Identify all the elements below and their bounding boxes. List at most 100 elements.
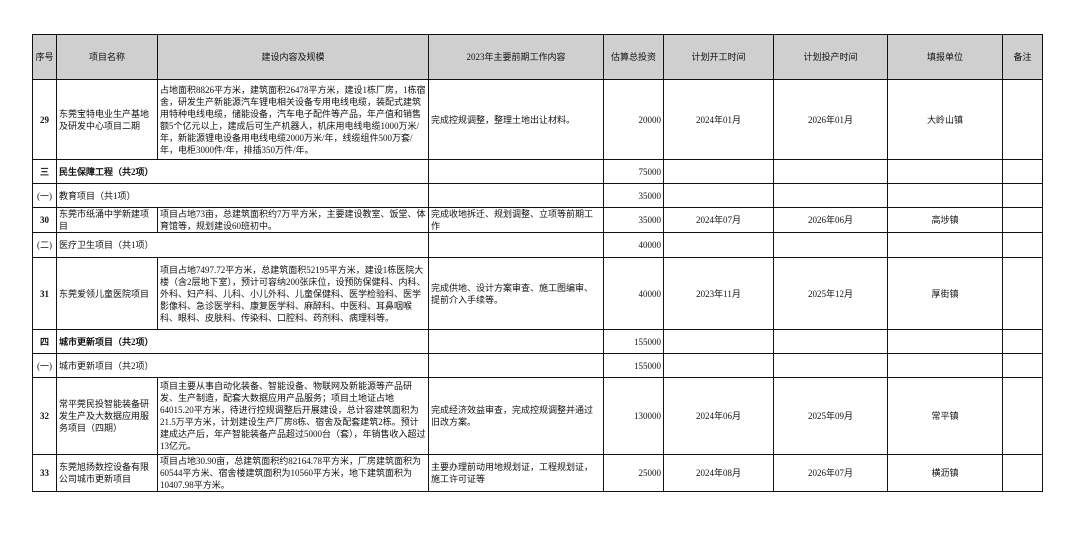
note — [1002, 207, 1043, 233]
table-row: 29 东莞宝特电业生产基地及研发中心项目二期 占地面积8826平方米，建筑面积264… — [32, 79, 1043, 160]
row-number: (一) — [32, 353, 57, 378]
preliminary-work — [428, 159, 604, 184]
category-name: 医疗卫生项目（共1项） — [56, 232, 429, 258]
planned-start: 2024年01月 — [663, 79, 774, 160]
construction-content: 项目占地73亩，总建筑面积约7万平方米，主要建设教室、饭堂、体育馆等，规划建设6… — [157, 207, 429, 233]
project-table: 序号 项目名称 建设内容及规模 2023年主要前期工作内容 估算总投资 计划开工时间 计划投… — [32, 34, 1043, 492]
planned-completion: 2026年01月 — [773, 79, 888, 160]
row-number: 32 — [32, 377, 57, 455]
table-row: 33 东莞旭扬数控设备有限公司城市更新项目 项目占地30.90亩，总建筑面积约821… — [32, 454, 1043, 492]
empty-cell — [663, 232, 774, 258]
preliminary-work — [428, 353, 604, 378]
reporting-unit: 高埗镇 — [887, 207, 1003, 233]
note — [1002, 257, 1043, 330]
row-number: (二) — [32, 232, 57, 258]
project-name: 东莞爱领儿童医院项目 — [56, 257, 158, 330]
row-number: 31 — [32, 257, 57, 330]
note — [1002, 79, 1043, 160]
total-investment: 40000 — [603, 257, 664, 330]
planned-start: 2024年08月 — [663, 454, 774, 492]
empty-cell — [1002, 353, 1043, 378]
project-name: 东莞旭扬数控设备有限公司城市更新项目 — [56, 454, 158, 492]
column-header: 备注 — [1002, 34, 1043, 80]
column-header: 估算总投资 — [603, 34, 664, 80]
planned-completion: 2026年07月 — [773, 454, 888, 492]
empty-cell — [663, 353, 774, 378]
empty-cell — [663, 159, 774, 184]
row-number: 30 — [32, 207, 57, 233]
project-name: 常平莞民投智能装备研发生产及大数据应用服务项目（四期） — [56, 377, 158, 455]
row-number: 29 — [32, 79, 57, 160]
empty-cell — [663, 183, 774, 208]
project-name: 东莞市纸涌中学新建项目 — [56, 207, 158, 233]
reporting-unit: 大岭山镇 — [887, 79, 1003, 160]
reporting-unit: 常平镇 — [887, 377, 1003, 455]
construction-content: 项目占地30.90亩，总建筑面积约82164.78平方米，厂房建筑面积为6054… — [157, 454, 429, 492]
preliminary-work — [428, 183, 604, 208]
preliminary-work — [428, 329, 604, 354]
total-investment: 155000 — [603, 329, 664, 354]
total-investment: 40000 — [603, 232, 664, 258]
preliminary-work: 主要办理前动用地规划证，工程规划证，施工许可证等 — [428, 454, 604, 492]
column-header: 计划开工时间 — [663, 34, 774, 80]
empty-cell — [773, 183, 888, 208]
preliminary-work: 完成供地、设计方案审查、施工图编审、提前介入手续等。 — [428, 257, 604, 330]
empty-cell — [663, 329, 774, 354]
empty-cell — [887, 183, 1003, 208]
preliminary-work: 完成经济效益审查，完成控规调整并通过旧改方案。 — [428, 377, 604, 455]
subsection-row: (一) 教育项目（共1项） 35000 — [32, 183, 1043, 208]
category-name: 城市更新项目（共2项） — [56, 329, 429, 354]
total-investment: 25000 — [603, 454, 664, 492]
column-header: 填报单位 — [887, 34, 1003, 80]
planned-start: 2023年11月 — [663, 257, 774, 330]
planned-completion: 2026年06月 — [773, 207, 888, 233]
construction-content: 占地面积8826平方米，建筑面积26478平方米，建设1栋厂房，1栋宿舍，研发生… — [157, 79, 429, 160]
empty-cell — [887, 159, 1003, 184]
category-name: 民生保障工程（共2项） — [56, 159, 429, 184]
column-header: 项目名称 — [56, 34, 158, 80]
preliminary-work: 完成控规调整，整理土地出让材料。 — [428, 79, 604, 160]
subsection-row: (一) 城市更新项目（共2项） 155000 — [32, 353, 1043, 378]
total-investment: 155000 — [603, 353, 664, 378]
empty-cell — [773, 232, 888, 258]
total-investment: 35000 — [603, 183, 664, 208]
column-header: 建设内容及规模 — [157, 34, 429, 80]
empty-cell — [773, 353, 888, 378]
empty-cell — [1002, 159, 1043, 184]
total-investment: 35000 — [603, 207, 664, 233]
category-name: 城市更新项目（共2项） — [56, 353, 429, 378]
row-number: 33 — [32, 454, 57, 492]
empty-cell — [887, 232, 1003, 258]
row-number: 四 — [32, 329, 57, 354]
total-investment: 20000 — [603, 79, 664, 160]
construction-content: 项目主要从事自动化装备、智能设备、物联网及新能源等产品研发、生产制造，配套大数据… — [157, 377, 429, 455]
category-name: 教育项目（共1项） — [56, 183, 429, 208]
section-row: 三民生保障工程（共2项） 75000 — [32, 159, 1043, 184]
empty-cell — [1002, 183, 1043, 208]
row-number: 三 — [32, 159, 57, 184]
subsection-row: (二) 医疗卫生项目（共1项） 40000 — [32, 232, 1043, 258]
preliminary-work — [428, 232, 604, 258]
preliminary-work: 完成收地拆迁、规划调整、立项等前期工作 — [428, 207, 604, 233]
note — [1002, 454, 1043, 492]
section-row: 四城市更新项目（共2项） 155000 — [32, 329, 1043, 354]
empty-cell — [773, 329, 888, 354]
column-header: 2023年主要前期工作内容 — [428, 34, 604, 80]
empty-cell — [773, 159, 888, 184]
planned-completion: 2025年09月 — [773, 377, 888, 455]
column-header: 计划投产时间 — [773, 34, 888, 80]
planned-start: 2024年06月 — [663, 377, 774, 455]
column-header: 序号 — [32, 34, 57, 80]
empty-cell — [887, 329, 1003, 354]
reporting-unit: 厚街镇 — [887, 257, 1003, 330]
project-name: 东莞宝特电业生产基地及研发中心项目二期 — [56, 79, 158, 160]
table-row: 32 常平莞民投智能装备研发生产及大数据应用服务项目（四期） 项目主要从事自动化装备… — [32, 377, 1043, 455]
note — [1002, 377, 1043, 455]
empty-cell — [887, 353, 1003, 378]
total-investment: 130000 — [603, 377, 664, 455]
planned-completion: 2025年12月 — [773, 257, 888, 330]
row-number: (一) — [32, 183, 57, 208]
total-investment: 75000 — [603, 159, 664, 184]
table-row: 31 东莞爱领儿童医院项目 项目占地7497.72平方米，总建筑面积52195平方米… — [32, 257, 1043, 330]
planned-start: 2024年07月 — [663, 207, 774, 233]
